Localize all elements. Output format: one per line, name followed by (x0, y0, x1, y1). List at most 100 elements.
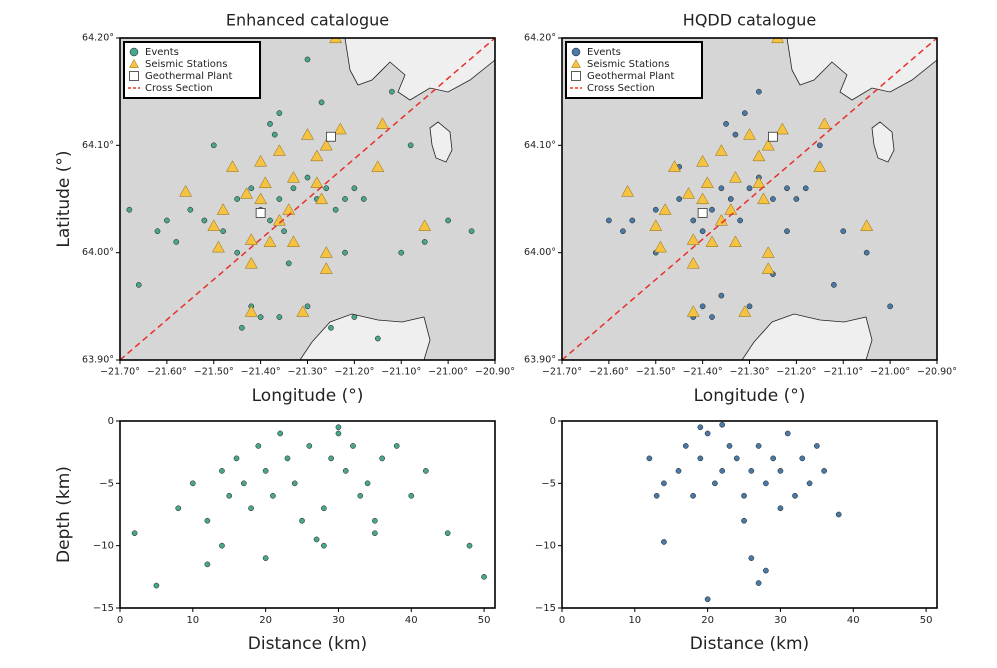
x-tick-label: −21.10° (381, 367, 421, 378)
station (287, 235, 300, 247)
event (290, 185, 297, 192)
event (727, 196, 734, 202)
legend-marker (571, 71, 581, 81)
event (240, 480, 247, 487)
plot-area (562, 421, 937, 608)
event (719, 421, 726, 428)
event (746, 303, 753, 310)
event (154, 228, 161, 235)
chart-title: Enhanced catalogue (226, 11, 389, 30)
station (296, 305, 310, 317)
event (802, 185, 809, 192)
x-axis-label: Distance (km) (690, 634, 809, 654)
station (418, 219, 432, 231)
x-tick-label: −20.90° (917, 367, 957, 378)
event (379, 455, 385, 462)
station (621, 184, 635, 197)
event (351, 185, 358, 192)
x-tick-label: −21.70° (100, 367, 140, 378)
event (746, 185, 753, 192)
event (374, 335, 381, 342)
station (658, 203, 672, 215)
event (351, 314, 358, 320)
x-tick-label: 50 (478, 615, 491, 626)
station (668, 160, 681, 172)
station (686, 233, 700, 245)
event (262, 555, 269, 561)
y-tick-label: 64.20° (82, 33, 114, 44)
legend-label: Seismic Stations (587, 59, 669, 70)
event (175, 505, 182, 512)
station (212, 240, 225, 253)
event (342, 249, 348, 256)
event (277, 430, 284, 437)
event (313, 536, 320, 543)
event (164, 217, 170, 224)
event (697, 424, 704, 431)
event (719, 468, 726, 474)
event (328, 324, 334, 331)
x-tick-label: −21.20° (776, 367, 816, 378)
event (699, 228, 706, 235)
x-tick-label: −21.50° (636, 367, 676, 378)
station (240, 187, 253, 199)
x-tick-label: −21.00° (428, 367, 468, 378)
legend-label: Geothermal Plant (587, 71, 674, 82)
event (718, 292, 725, 299)
event (690, 492, 696, 499)
event (737, 217, 743, 224)
event (466, 542, 473, 549)
y-axis-label: Depth (km) (54, 466, 74, 563)
legend-label: Events (587, 47, 621, 58)
station (696, 192, 710, 205)
event (445, 217, 451, 224)
event (291, 480, 298, 487)
chart-title: HQDD catalogue (683, 11, 816, 30)
station (333, 122, 347, 135)
event (831, 282, 837, 288)
event (360, 196, 367, 202)
event (816, 142, 823, 149)
event (335, 424, 342, 431)
event (726, 443, 733, 449)
event (697, 455, 704, 462)
x-tick-label: 20 (259, 615, 272, 626)
station (319, 262, 333, 274)
station (818, 117, 831, 129)
event (248, 505, 254, 512)
event (620, 228, 626, 235)
event (393, 443, 400, 449)
legend-label: Cross Section (587, 83, 655, 94)
event (653, 492, 660, 499)
event (756, 88, 762, 95)
x-tick-label: −21.40° (683, 367, 723, 378)
event (276, 314, 283, 320)
station (244, 233, 258, 245)
station (216, 203, 230, 215)
event (652, 206, 659, 213)
event (835, 511, 842, 518)
geothermal-plant (697, 208, 708, 218)
event (784, 185, 790, 192)
event (777, 468, 784, 474)
event (372, 530, 378, 537)
event (755, 443, 762, 449)
station (272, 144, 286, 156)
event (226, 492, 233, 499)
station (738, 305, 752, 317)
x-tick-label: 20 (701, 615, 714, 626)
x-tick-label: −21.50° (194, 367, 234, 378)
legend-label: Geothermal Plant (145, 71, 232, 82)
event (682, 443, 689, 449)
legend-marker (129, 71, 139, 81)
event (135, 282, 142, 288)
event (328, 455, 335, 462)
y-tick-label: −15 (535, 603, 556, 614)
legend-box (123, 41, 261, 99)
event (741, 492, 747, 499)
station (682, 187, 695, 199)
station (860, 219, 874, 231)
x-tick-label: 0 (117, 615, 123, 626)
event (468, 228, 475, 235)
